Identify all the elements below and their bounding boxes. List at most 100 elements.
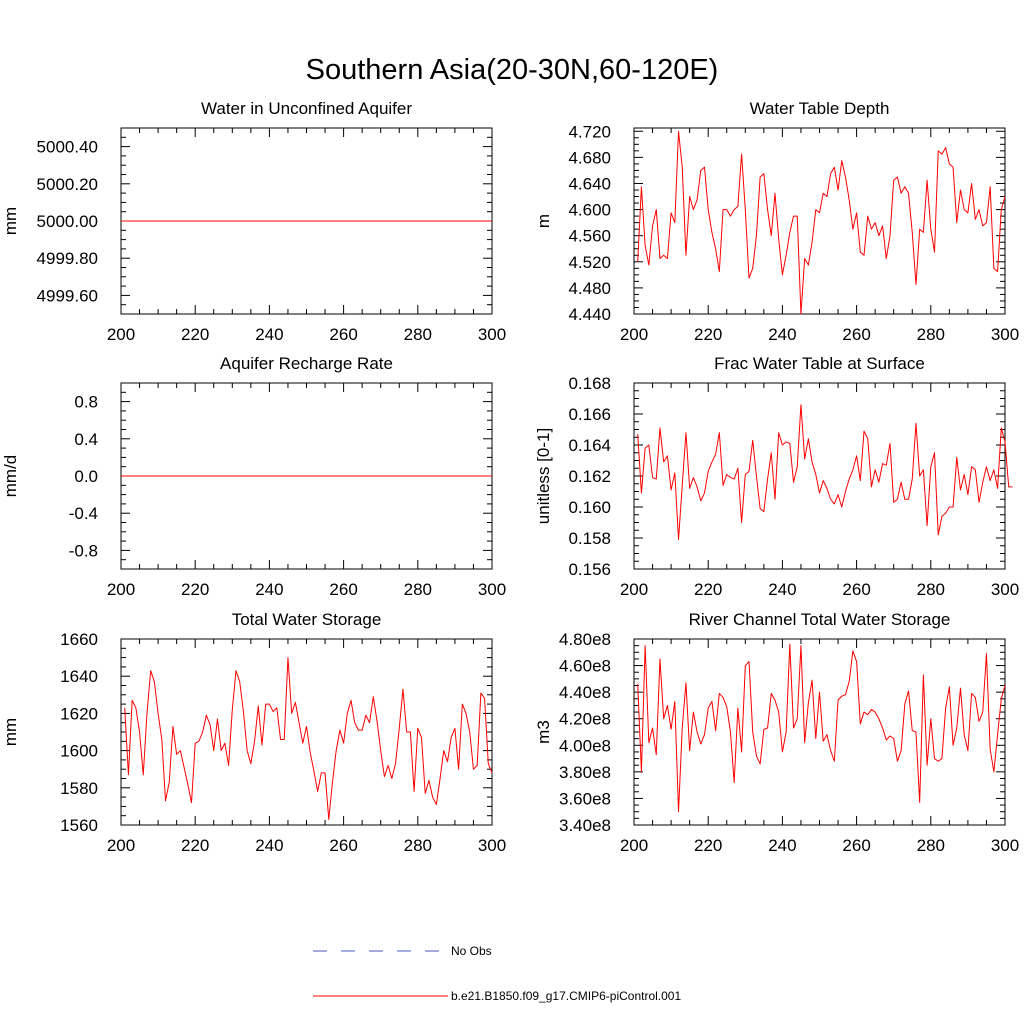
x-tick-label: 260 (842, 325, 870, 344)
panel-4: Frac Water Table at Surface unitless [0-1… (534, 354, 1019, 599)
y-axis-label: mm (1, 207, 20, 235)
x-tick-label: 200 (620, 325, 648, 344)
y-tick-label: 3.40e8 (559, 816, 611, 835)
y-tick-label: 4.680 (568, 148, 611, 167)
panel-5: Total Water Storage mm 200 220 240 260 280 300 1… (1, 610, 506, 855)
panel-title: Aquifer Recharge Rate (220, 354, 393, 373)
y-tick-label: 3.80e8 (559, 763, 611, 782)
y-tick-label: 4.640 (568, 174, 611, 193)
panel-2: Water Table Depth m 200 220 240 260 280 300 4.44… (534, 99, 1019, 344)
y-tick-label: 4.720 (568, 122, 611, 141)
x-tick-label: 300 (478, 580, 506, 599)
y-tick-label: 1660 (60, 630, 98, 649)
y-tick-label: 4.00e8 (559, 736, 611, 755)
x-tick-label: 280 (404, 325, 432, 344)
y-tick-label: 0.162 (568, 467, 611, 486)
panel-title: Water in Unconfined Aquifer (201, 99, 412, 118)
plot-frame (633, 382, 1006, 570)
y-tick-label: 4.600 (568, 201, 611, 220)
figure-title: Southern Asia(20-30N,60-120E) (306, 54, 719, 86)
x-tick-label: 300 (478, 836, 506, 855)
y-tick-label: 4.480 (568, 279, 611, 298)
y-tick-label: -0.4 (69, 504, 98, 523)
series-line (637, 643, 1006, 813)
panel-title: River Channel Total Water Storage (689, 610, 951, 629)
plot-frame (633, 638, 1006, 826)
y-tick-label: 5000.40 (37, 138, 98, 157)
y-axis-label: m3 (534, 720, 553, 744)
y-tick-label: 1640 (60, 667, 98, 686)
x-tick-label: 240 (768, 580, 796, 599)
x-tick-label: 220 (181, 325, 209, 344)
y-tick-label: 4.520 (568, 253, 611, 272)
x-tick-label: 300 (991, 325, 1019, 344)
panel-title: Frac Water Table at Surface (714, 354, 925, 373)
x-tick-label: 240 (768, 836, 796, 855)
x-tick-label: 300 (478, 325, 506, 344)
x-tick-label: 280 (404, 836, 432, 855)
x-tick-label: 280 (917, 580, 945, 599)
x-tick-label: 200 (620, 836, 648, 855)
y-tick-label: 5000.20 (37, 175, 98, 194)
y-tick-label: 0.158 (568, 529, 611, 548)
panel-3: Aquifer Recharge Rate mm/d 200 220 240 260 280… (1, 354, 506, 599)
x-tick-label: 300 (991, 836, 1019, 855)
y-tick-label: 0.160 (568, 498, 611, 517)
x-tick-label: 280 (917, 836, 945, 855)
y-tick-label: 0.168 (568, 374, 611, 393)
x-tick-label: 280 (917, 325, 945, 344)
x-tick-label: 260 (329, 836, 357, 855)
y-tick-label: 4.40e8 (559, 683, 611, 702)
y-tick-label: 5000.00 (37, 212, 98, 231)
y-tick-label: 0.0 (74, 467, 98, 486)
y-axis-label: unitless [0-1] (534, 428, 553, 524)
x-tick-label: 220 (694, 325, 722, 344)
x-tick-label: 200 (107, 836, 135, 855)
y-tick-label: 1560 (60, 816, 98, 835)
x-tick-label: 200 (620, 580, 648, 599)
y-tick-label: 4.80e8 (559, 630, 611, 649)
y-axis-label: mm/d (1, 455, 20, 498)
y-tick-label: 1600 (60, 742, 98, 761)
y-axis-label: m (534, 214, 553, 228)
x-tick-label: 280 (404, 580, 432, 599)
y-tick-label: 4999.60 (37, 286, 98, 305)
panel-title: Water Table Depth (750, 99, 890, 118)
x-tick-label: 200 (107, 325, 135, 344)
y-tick-label: 1580 (60, 779, 98, 798)
y-tick-label: 0.156 (568, 560, 611, 579)
x-tick-label: 240 (255, 836, 283, 855)
plot-frame (120, 638, 493, 826)
y-axis-label: mm (1, 718, 20, 746)
series-line (124, 657, 493, 820)
y-tick-label: 4.440 (568, 305, 611, 324)
x-tick-label: 240 (255, 580, 283, 599)
y-tick-label: 4.20e8 (559, 710, 611, 729)
x-tick-label: 260 (842, 836, 870, 855)
y-tick-label: 0.4 (74, 430, 98, 449)
legend: No Obs b.e21.B1850.f09_g17.CMIP6-piContr… (313, 944, 681, 1003)
x-tick-label: 240 (255, 325, 283, 344)
y-tick-label: 4999.80 (37, 249, 98, 268)
x-tick-label: 260 (329, 580, 357, 599)
x-tick-label: 220 (181, 836, 209, 855)
y-tick-label: 0.166 (568, 405, 611, 424)
y-tick-label: 0.164 (568, 436, 611, 455)
y-tick-label: 4.560 (568, 227, 611, 246)
panel-1: Water in Unconfined Aquifer mm 200 220 240 26… (1, 99, 506, 344)
y-tick-label: 1620 (60, 704, 98, 723)
y-tick-label: -0.8 (69, 541, 98, 560)
x-tick-label: 300 (991, 580, 1019, 599)
series-line (637, 404, 1013, 541)
y-tick-label: 3.60e8 (559, 789, 611, 808)
legend-label-no-obs: No Obs (451, 944, 492, 958)
plot-frame (633, 127, 1006, 315)
x-tick-label: 220 (694, 580, 722, 599)
x-tick-label: 260 (329, 325, 357, 344)
panel-6: River Channel Total Water Storage m3 200 22… (534, 610, 1019, 855)
series-line (637, 130, 1006, 315)
panels: Water in Unconfined Aquifer mm 200 220 240 26… (1, 99, 1019, 855)
x-tick-label: 240 (768, 325, 796, 344)
y-tick-label: 4.60e8 (559, 657, 611, 676)
